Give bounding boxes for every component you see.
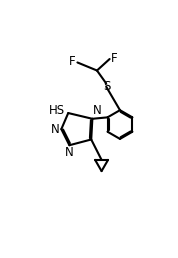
Text: N: N [64,146,73,159]
Text: N: N [51,123,60,136]
Text: F: F [111,52,118,65]
Text: HS: HS [49,104,65,117]
Text: N: N [93,104,102,117]
Text: F: F [69,55,76,68]
Text: S: S [103,79,110,93]
